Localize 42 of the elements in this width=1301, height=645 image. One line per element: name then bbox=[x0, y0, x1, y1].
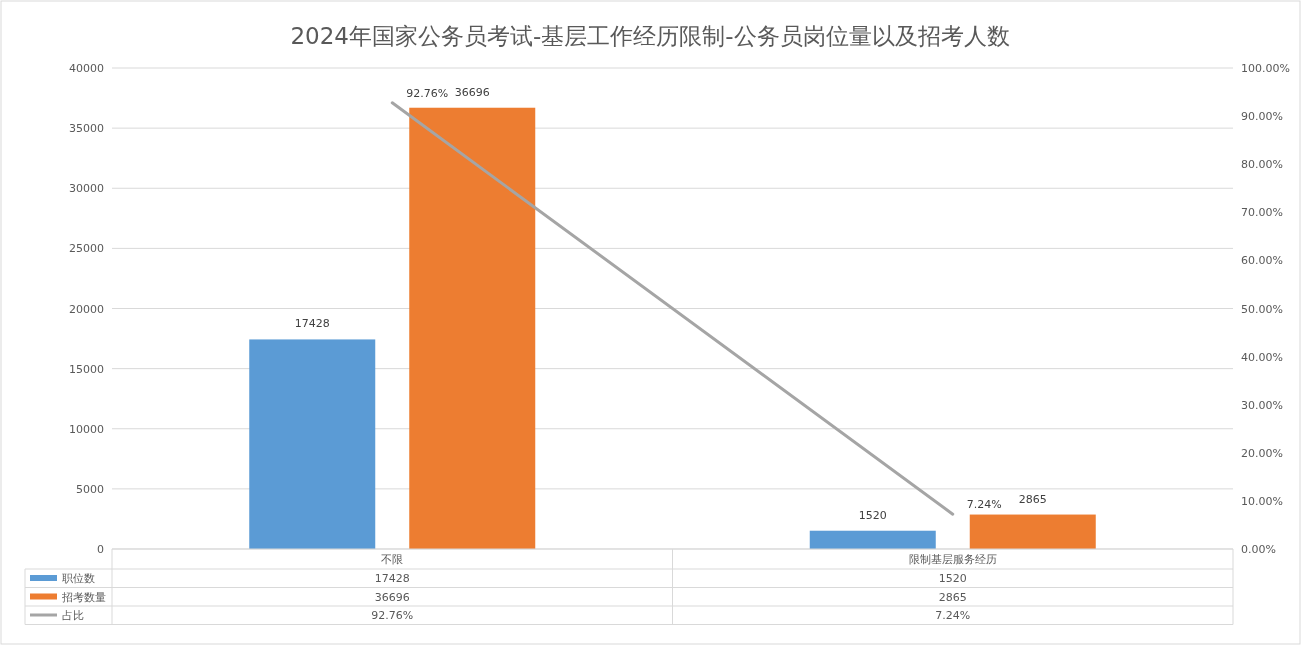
y-tick-label: 25000 bbox=[69, 242, 104, 256]
bar bbox=[409, 107, 536, 549]
y-tick-label: 40000 bbox=[69, 62, 104, 75]
x-tick-label: 不限 bbox=[381, 553, 404, 566]
data-label: 36696 bbox=[374, 590, 410, 604]
text: 7.24% bbox=[966, 498, 1002, 512]
legend-label: 占比 bbox=[62, 609, 84, 622]
text: 17428 bbox=[294, 317, 330, 331]
bar bbox=[809, 530, 936, 549]
data-label: 92.76% bbox=[371, 609, 414, 622]
y2-tick-label: 90.00% bbox=[1241, 110, 1283, 124]
y2-tick-label: 20.00% bbox=[1241, 446, 1283, 460]
chart-title: 2024年国家公务员考试-基层工作经历限制-公务员岗位量以及招考人数 bbox=[290, 23, 1010, 49]
bar bbox=[969, 514, 1096, 549]
bar bbox=[249, 339, 376, 549]
text: 2865 bbox=[1018, 492, 1047, 506]
data-label: 7.24% bbox=[935, 609, 971, 622]
y-tick-label: 35000 bbox=[69, 122, 104, 136]
text: 36696 bbox=[454, 85, 490, 99]
legend-label: 招考数量 bbox=[61, 590, 106, 604]
y-tick-label: 0 bbox=[97, 543, 104, 556]
y-tick-label: 5000 bbox=[76, 482, 104, 496]
x-tick-label: 限制基层服务经历 bbox=[908, 553, 997, 566]
data-label: 17428 bbox=[374, 572, 410, 585]
y-tick-label: 20000 bbox=[69, 302, 104, 316]
y2-tick-label: 80.00% bbox=[1241, 158, 1283, 172]
y2-tick-label: 40.00% bbox=[1241, 350, 1283, 364]
y2-tick-label: 0.00% bbox=[1241, 543, 1276, 556]
y-tick-label: 15000 bbox=[69, 362, 104, 376]
data-label: 1520 bbox=[938, 572, 967, 585]
legend-label: 职位数 bbox=[62, 572, 95, 585]
y2-tick-label: 10.00% bbox=[1241, 494, 1283, 508]
y-tick-label: 30000 bbox=[69, 182, 104, 196]
text: 1520 bbox=[858, 508, 887, 522]
y-tick-label: 10000 bbox=[69, 422, 104, 436]
text: 92.76% bbox=[406, 86, 449, 100]
y2-tick-label: 50.00% bbox=[1241, 302, 1283, 316]
y2-tick-label: 30.00% bbox=[1241, 398, 1283, 412]
y2-tick-label: 60.00% bbox=[1241, 254, 1283, 268]
data-label: 2865 bbox=[938, 590, 967, 604]
y2-tick-label: 70.00% bbox=[1241, 206, 1283, 220]
y2-tick-label: 100.00% bbox=[1241, 62, 1290, 75]
